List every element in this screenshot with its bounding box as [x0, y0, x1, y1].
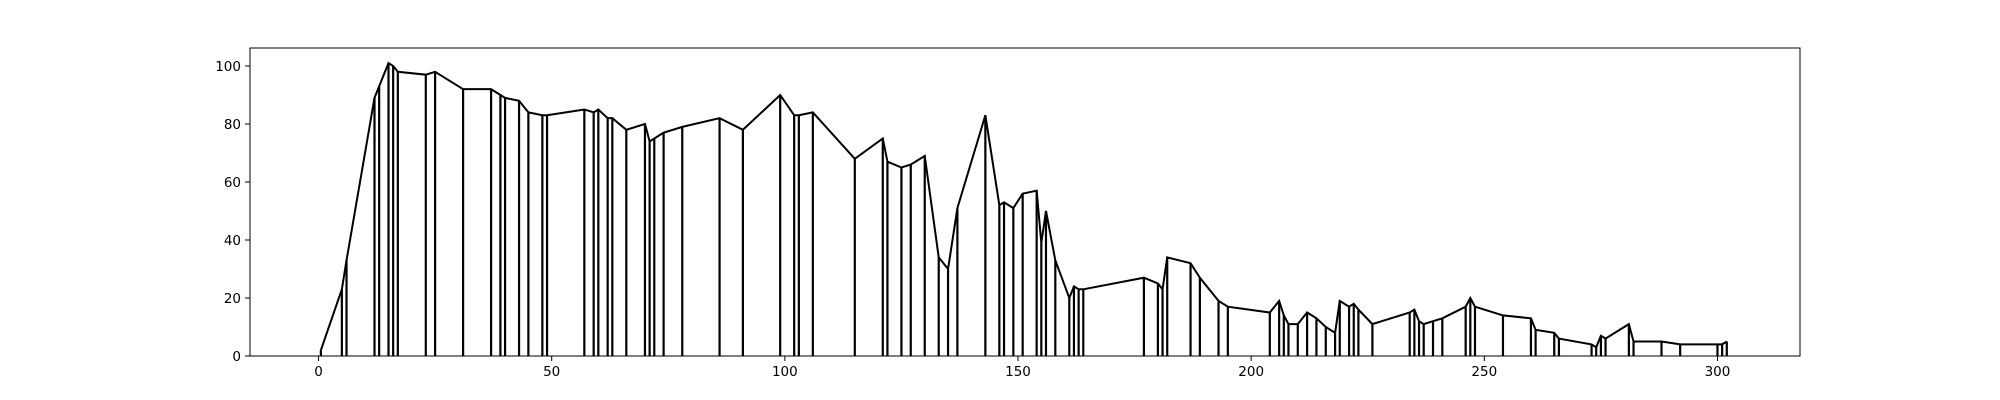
x-tick-label: 150: [1005, 364, 1031, 380]
x-tick-label: 100: [772, 364, 798, 380]
y-tick-label: 20: [224, 291, 241, 307]
series-line: [319, 61, 1728, 351]
plot-area: [319, 61, 1728, 356]
x-tick-label: 200: [1238, 364, 1264, 380]
y-tick-label: 60: [224, 175, 241, 191]
y-tick-label: 100: [215, 59, 241, 75]
axes-frame: [249, 47, 1801, 357]
axes: 0 50 100 150 200 250 300 0 20 40 60 80 100: [215, 59, 1730, 380]
x-tick-label: 300: [1705, 364, 1731, 380]
y-tick-label: 0: [232, 349, 241, 365]
x-tick-label: 0: [314, 364, 323, 380]
y-tick-label: 80: [224, 117, 241, 133]
y-tick-label: 40: [224, 233, 241, 249]
x-tick-label: 250: [1471, 364, 1497, 380]
x-tick-label: 50: [543, 364, 560, 380]
